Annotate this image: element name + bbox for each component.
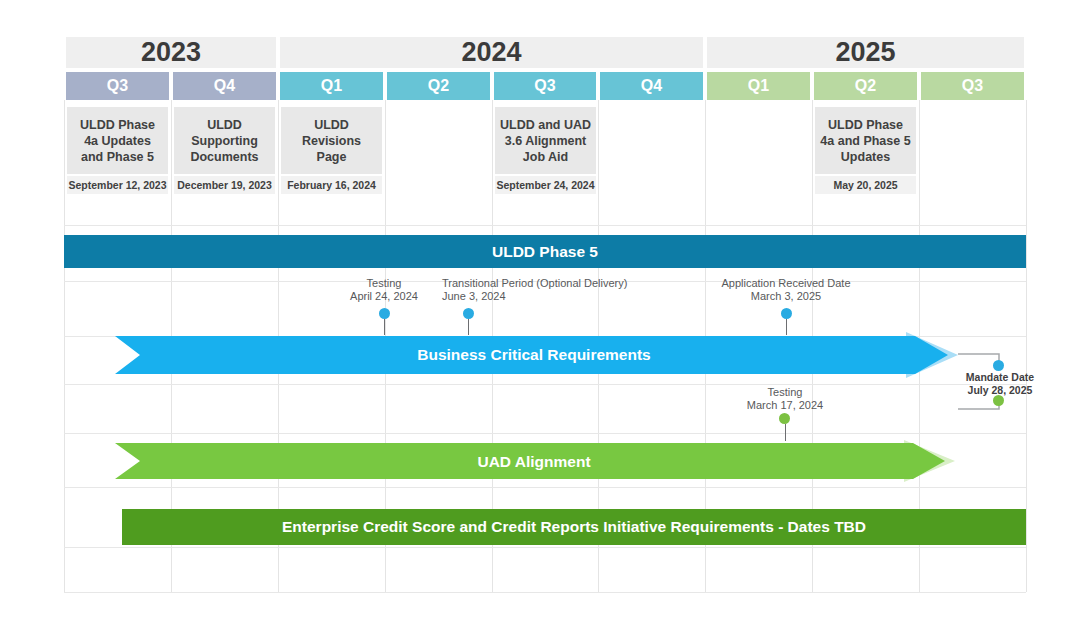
card-title: ULDD and UAD 3.6 Alignment Job Aid bbox=[495, 107, 596, 174]
year-header-2024: 2024 bbox=[280, 37, 703, 68]
milestone-stem bbox=[785, 424, 786, 441]
uldd-phase5-banner: ULDD Phase 5 bbox=[64, 235, 1026, 268]
milestone-date: June 3, 2024 bbox=[442, 290, 672, 303]
card-date: May 20, 2025 bbox=[815, 176, 916, 194]
timeline-canvas: 2023 2024 2025 Q3 Q4 Q1 Q2 Q3 Q4 Q1 Q2 Q… bbox=[0, 0, 1090, 631]
quarter-header-q4-2023: Q4 bbox=[173, 72, 276, 100]
gridline-v bbox=[64, 100, 65, 592]
card-date: December 19, 2023 bbox=[174, 176, 275, 194]
year-header-2023: 2023 bbox=[66, 37, 276, 68]
card-title: ULDD Supporting Documents bbox=[174, 107, 275, 174]
milestone-label: Application Received Date bbox=[696, 277, 876, 290]
milestone-testing-green: Testing March 17, 2024 bbox=[725, 386, 845, 411]
gridline-h bbox=[64, 433, 1026, 434]
card-title: ULDD Phase 4a and Phase 5 Updates bbox=[815, 107, 916, 174]
arrow-label: Business Critical Requirements bbox=[108, 332, 960, 378]
quarter-header-q3-2025: Q3 bbox=[921, 72, 1024, 100]
milestone-dot-icon bbox=[779, 413, 790, 424]
milestone-application-received: Application Received Date March 3, 2025 bbox=[696, 277, 876, 302]
card-title: ULDD Revisions Page bbox=[281, 107, 382, 174]
quarter-header-q1-2024: Q1 bbox=[280, 72, 383, 100]
mandate-date-callout: Mandate Date July 28, 2025 bbox=[954, 371, 1046, 396]
milestone-dot-icon bbox=[463, 308, 474, 319]
quarter-header-q4-2024: Q4 bbox=[600, 72, 703, 100]
mandate-dot-blue-icon bbox=[993, 360, 1004, 371]
card-title: ULDD Phase 4a Updates and Phase 5 bbox=[67, 107, 168, 174]
arrow-label: UAD Alignment bbox=[108, 440, 960, 484]
quarter-header-q2-2025: Q2 bbox=[814, 72, 917, 100]
milestone-dot-icon bbox=[781, 308, 792, 319]
milestone-date: April 24, 2024 bbox=[334, 290, 434, 303]
milestone-date: March 3, 2025 bbox=[696, 290, 876, 303]
gridline-h bbox=[64, 384, 1026, 385]
quarter-header-q1-2025: Q1 bbox=[707, 72, 810, 100]
milestone-transitional: Transitional Period (Optional Delivery) … bbox=[442, 277, 672, 302]
business-critical-arrow: Business Critical Requirements bbox=[108, 332, 960, 378]
milestone-label: Transitional Period (Optional Delivery) bbox=[442, 277, 672, 290]
mandate-date: July 28, 2025 bbox=[954, 384, 1046, 397]
quarter-header-q3-2023: Q3 bbox=[66, 72, 169, 100]
card-date: September 12, 2023 bbox=[67, 176, 168, 194]
milestone-label: Testing bbox=[725, 386, 845, 399]
gridline-h bbox=[64, 592, 1026, 593]
mandate-label: Mandate Date bbox=[954, 371, 1046, 384]
gridline-h bbox=[64, 225, 1026, 226]
card-date: February 16, 2024 bbox=[281, 176, 382, 194]
mandate-dot-green-icon bbox=[993, 395, 1004, 406]
uad-alignment-arrow: UAD Alignment bbox=[108, 440, 960, 484]
year-header-2025: 2025 bbox=[707, 37, 1024, 68]
quarter-header-q2-2024: Q2 bbox=[387, 72, 490, 100]
milestone-dot-icon bbox=[379, 308, 390, 319]
enterprise-credit-banner: Enterprise Credit Score and Credit Repor… bbox=[122, 509, 1026, 545]
milestone-testing-blue: Testing April 24, 2024 bbox=[334, 277, 434, 302]
milestone-date: March 17, 2024 bbox=[725, 399, 845, 412]
gridline-h bbox=[64, 487, 1026, 488]
gridline-h bbox=[64, 547, 1026, 548]
milestone-label: Testing bbox=[334, 277, 434, 290]
card-date: September 24, 2024 bbox=[495, 176, 596, 194]
quarter-header-q3-2024: Q3 bbox=[494, 72, 596, 100]
